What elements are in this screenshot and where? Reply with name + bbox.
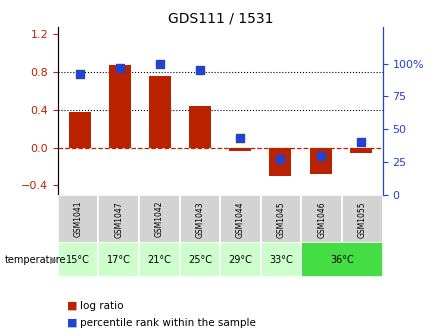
Bar [342,195,383,244]
Text: ▶: ▶ [50,255,57,264]
Bar [220,195,261,244]
Bar [109,65,131,148]
Text: 21°C: 21°C [147,255,171,264]
Bar [261,242,302,277]
Text: 33°C: 33°C [269,255,293,264]
Bar [58,195,98,244]
Text: GSM1045: GSM1045 [277,201,286,238]
Text: GSM1055: GSM1055 [358,201,367,238]
Title: GDS111 / 1531: GDS111 / 1531 [167,12,273,26]
Bar [189,106,211,148]
Text: GSM1047: GSM1047 [114,201,123,238]
Text: GSM1041: GSM1041 [74,201,83,238]
Bar [69,112,91,148]
Text: temperature: temperature [4,255,66,264]
Text: percentile rank within the sample: percentile rank within the sample [80,318,256,328]
Bar [220,242,261,277]
Bar [149,76,171,148]
Bar [98,195,139,244]
Text: 17°C: 17°C [107,255,131,264]
Point [317,153,324,158]
Point [77,72,84,77]
Text: GSM1043: GSM1043 [195,201,204,238]
Bar [98,242,139,277]
Text: ■: ■ [67,318,77,328]
Point [357,140,364,145]
Bar [229,148,251,152]
Point [117,65,124,70]
Point [157,61,164,66]
Bar [269,148,291,176]
Text: 15°C: 15°C [66,255,90,264]
Bar [302,242,383,277]
Text: ■: ■ [67,301,77,311]
Bar [139,242,180,277]
Text: GSM1046: GSM1046 [317,201,326,238]
Text: 36°C: 36°C [330,255,354,264]
Bar [302,195,342,244]
Bar [180,242,220,277]
Bar [261,195,302,244]
Text: log ratio: log ratio [80,301,124,311]
Bar [310,148,332,174]
Text: GSM1044: GSM1044 [236,201,245,238]
Bar [139,195,180,244]
Point [277,157,284,162]
Text: GSM1042: GSM1042 [155,201,164,238]
Bar [58,242,98,277]
Bar [350,148,372,153]
Text: 29°C: 29°C [229,255,252,264]
Point [197,68,204,73]
Text: 25°C: 25°C [188,255,212,264]
Point [237,136,244,141]
Bar [180,195,220,244]
